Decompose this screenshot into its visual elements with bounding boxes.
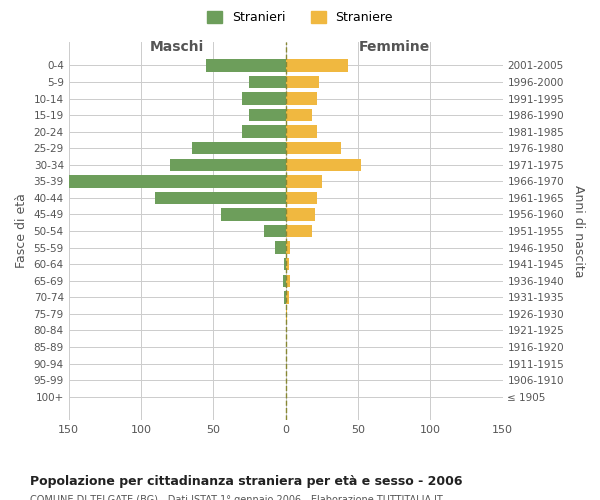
Text: Popolazione per cittadinanza straniera per età e sesso - 2006: Popolazione per cittadinanza straniera p… <box>30 475 463 488</box>
Bar <box>242 126 286 138</box>
Bar <box>286 258 289 270</box>
Bar <box>242 92 286 104</box>
Bar <box>250 109 286 122</box>
Bar <box>286 208 314 220</box>
Bar <box>286 242 290 254</box>
Bar <box>286 109 311 122</box>
Bar <box>206 59 286 72</box>
Bar <box>155 192 286 204</box>
Bar <box>286 76 319 88</box>
Bar <box>286 142 341 154</box>
Bar <box>286 158 361 171</box>
Bar <box>191 142 286 154</box>
Bar <box>286 126 317 138</box>
Legend: Stranieri, Straniere: Stranieri, Straniere <box>202 6 398 29</box>
Bar <box>284 258 286 270</box>
Bar <box>264 225 286 237</box>
Bar <box>170 158 286 171</box>
Bar <box>286 225 311 237</box>
Bar <box>286 92 317 104</box>
Bar <box>221 208 286 220</box>
Bar <box>283 274 286 287</box>
Text: Maschi: Maschi <box>150 40 204 54</box>
Y-axis label: Anni di nascita: Anni di nascita <box>572 185 585 278</box>
Bar <box>286 192 317 204</box>
Bar <box>284 291 286 304</box>
Text: COMUNE DI TELGATE (BG) - Dati ISTAT 1° gennaio 2006 - Elaborazione TUTTITALIA.IT: COMUNE DI TELGATE (BG) - Dati ISTAT 1° g… <box>30 495 443 500</box>
Bar <box>286 59 348 72</box>
Bar <box>250 76 286 88</box>
Bar <box>286 274 290 287</box>
Bar <box>286 308 287 320</box>
Y-axis label: Fasce di età: Fasce di età <box>15 194 28 268</box>
Text: Femmine: Femmine <box>358 40 430 54</box>
Bar <box>275 242 286 254</box>
Bar <box>61 175 286 188</box>
Bar <box>286 175 322 188</box>
Bar <box>286 291 289 304</box>
